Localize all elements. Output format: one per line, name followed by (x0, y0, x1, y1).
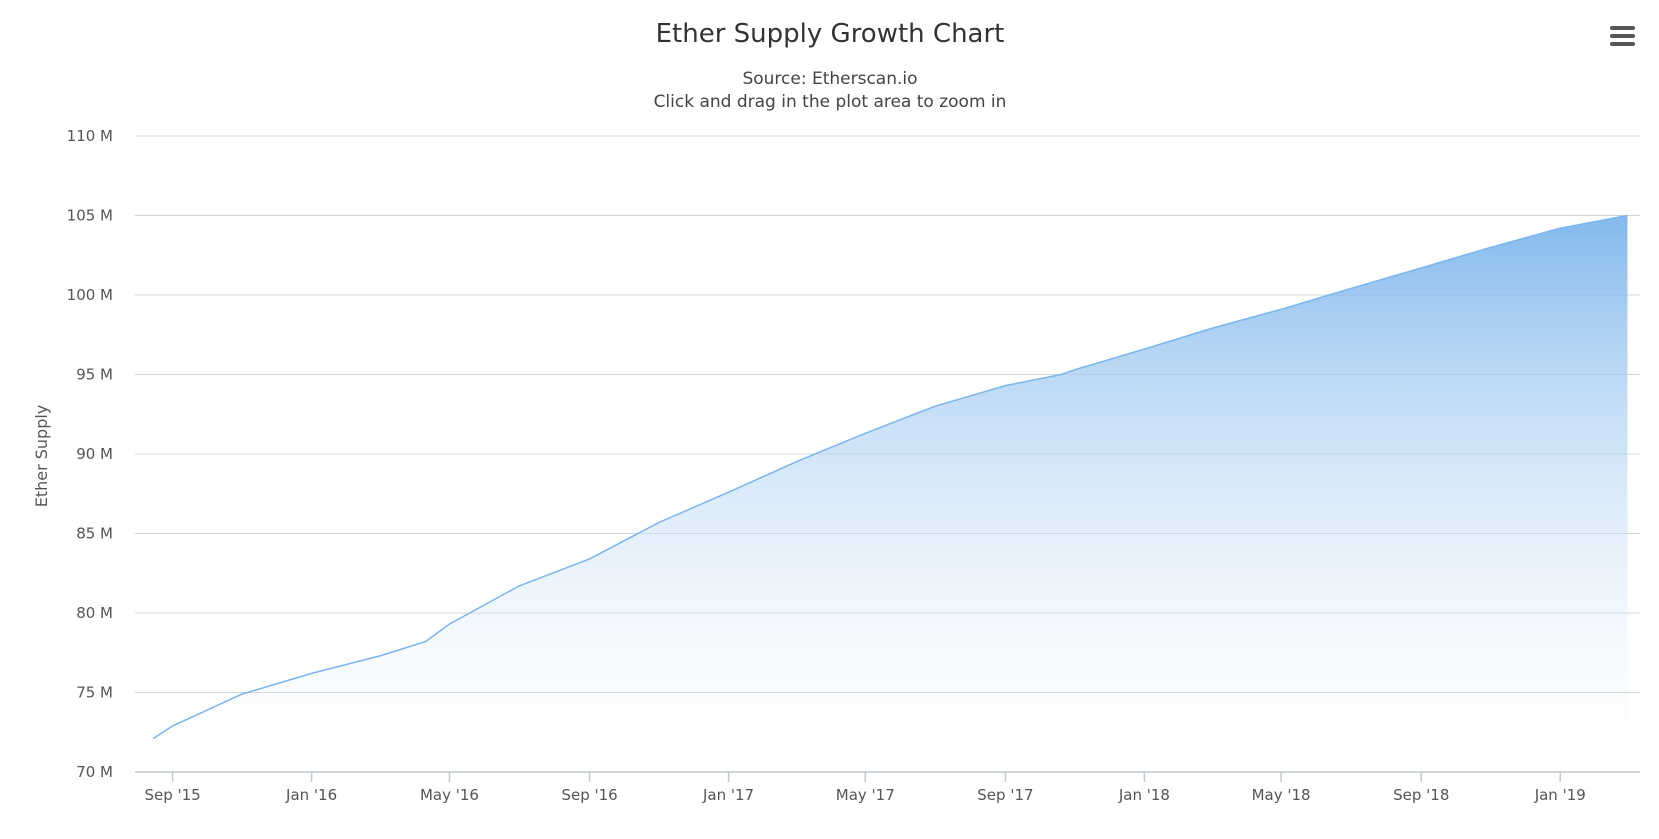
y-tick-label: 85 M (76, 525, 113, 543)
x-tick-label: Sep '15 (144, 786, 200, 804)
chart-subtitle-source: Source: Etherscan.io (742, 69, 917, 89)
series-area (152, 214, 1628, 772)
y-axis-title: Ether Supply (32, 405, 51, 508)
y-tick-label: 110 M (67, 127, 113, 145)
y-tick-label: 100 M (67, 286, 113, 304)
y-tick-label: 80 M (76, 604, 113, 622)
x-axis-labels: Sep '15 Jan '16 May '16 Sep '16 Jan '17 May '… (144, 786, 1585, 804)
series-area-fill (153, 215, 1628, 772)
menu-bar-top (1610, 26, 1635, 30)
y-tick-label: 90 M (76, 445, 113, 463)
series-line (152, 214, 1628, 740)
y-tick-label: 105 M (67, 207, 113, 225)
y-tick-label: 75 M (76, 684, 113, 702)
x-tick-label: Sep '17 (977, 786, 1033, 804)
x-tick-label: Jan '18 (1118, 786, 1170, 804)
menu-bar-bottom (1610, 42, 1635, 46)
x-tick-label: Jan '16 (285, 786, 337, 804)
hamburger-menu-icon[interactable] (1604, 22, 1640, 52)
x-tick-label: May '18 (1252, 786, 1311, 804)
x-tick-label: Sep '18 (1393, 786, 1449, 804)
chart-title: Ether Supply Growth Chart (656, 19, 1005, 49)
y-tick-label: 95 M (76, 366, 113, 384)
x-axis (135, 771, 1640, 782)
y-axis-labels: 70 M 75 M 80 M 85 M 90 M 95 M 100 M 105 M 110 M (67, 127, 113, 781)
y-tick-label: 70 M (76, 763, 113, 781)
x-tick-label: Sep '16 (561, 786, 617, 804)
x-tick-label: Jan '17 (702, 786, 754, 804)
menu-bar-middle (1610, 34, 1635, 38)
x-tick-label: Jan '19 (1534, 786, 1586, 804)
chart-subtitle-hint: Click and drag in the plot area to zoom … (654, 92, 1007, 112)
x-tick-label: May '17 (836, 786, 895, 804)
x-tick-label: May '16 (420, 786, 479, 804)
